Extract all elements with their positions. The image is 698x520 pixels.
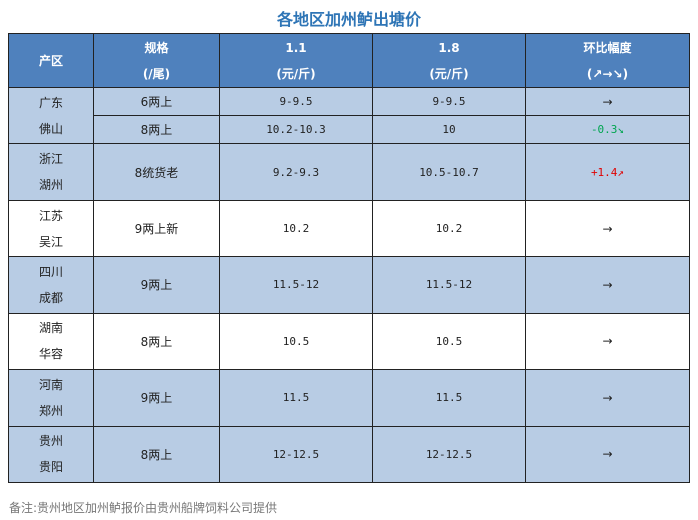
price1-cell: 9-9.5 xyxy=(219,86,373,117)
footnote: 备注:贵州地区加州鲈报价由贵州船牌饲料公司提供 xyxy=(9,501,278,515)
page-title: 各地区加州鲈出塘价 xyxy=(276,10,421,29)
spec-cell: 6两上 xyxy=(93,86,220,117)
price2-cell: 9-9.5 xyxy=(372,86,526,117)
spec-cell: 8两上 xyxy=(93,425,220,484)
table-row: 四川 成都 9两上 11.5-12 11.5-12 → xyxy=(8,256,690,314)
region-cell: 四川 成都 xyxy=(8,256,94,314)
table-row: 贵州 贵阳 8两上 12-12.5 12-12.5 → xyxy=(8,425,690,484)
table-row: 8两上 10.2-10.3 10 -0.3↘ xyxy=(9,115,690,145)
spec-cell: 8两上 xyxy=(93,312,220,371)
header-change: 环比幅度 (↗→↘) xyxy=(525,33,690,88)
change-cell: +1.4↗ xyxy=(525,143,690,201)
table-row: 湖南 华容 8两上 10.5 10.5 → xyxy=(8,312,690,371)
region-cell: 河南 郑州 xyxy=(8,369,94,427)
table-row: 广东 佛山 6两上 9-9.5 9-9.5 → xyxy=(8,86,690,145)
change-cell: → xyxy=(525,256,690,314)
change-cell: → xyxy=(525,369,690,427)
header-date1: 1.1 (元/斤) xyxy=(219,33,373,88)
table-row: 河南 郑州 9两上 11.5 11.5 → xyxy=(8,369,690,427)
price2-cell: 10.2 xyxy=(372,199,526,258)
region-cell: 江苏 吴江 xyxy=(8,199,94,258)
spec-cell: 8两上 xyxy=(93,115,220,145)
region-cell: 浙江 湖州 xyxy=(8,143,94,201)
header-region: 产区 xyxy=(8,33,94,88)
table-header-row: 产区 规格 (/尾) 1.1 (元/斤) 1.8 (元/斤) 环比幅度 (↗→↘) xyxy=(8,33,690,88)
region-cell: 湖南 华容 xyxy=(8,312,94,371)
price-table: 产区 规格 (/尾) 1.1 (元/斤) 1.8 (元/斤) 环比幅度 (↗→↘) 广东… xyxy=(8,33,690,484)
change-cell: → xyxy=(525,425,690,484)
price2-cell: 12-12.5 xyxy=(372,425,526,484)
region-cell: 广东 佛山 xyxy=(8,86,94,145)
change-cell: → xyxy=(525,86,690,117)
price2-cell: 10.5 xyxy=(372,312,526,371)
change-cell: → xyxy=(525,199,690,258)
price2-cell: 11.5-12 xyxy=(372,256,526,314)
header-date2: 1.8 (元/斤) xyxy=(372,33,526,88)
price1-cell: 10.2-10.3 xyxy=(219,115,373,145)
table-row: 浙江 湖州 8统货老 9.2-9.3 10.5-10.7 +1.4↗ xyxy=(8,143,690,201)
header-spec: 规格 (/尾) xyxy=(93,33,220,88)
price2-cell: 10 xyxy=(372,115,526,145)
price1-cell: 10.5 xyxy=(219,312,373,371)
price2-cell: 10.5-10.7 xyxy=(372,143,526,201)
region-cell: 贵州 贵阳 xyxy=(8,425,94,484)
spec-cell: 9两上 xyxy=(93,256,220,314)
price1-cell: 10.2 xyxy=(219,199,373,258)
table-row: 江苏 吴江 9两上新 10.2 10.2 → xyxy=(8,199,690,258)
change-cell: → xyxy=(525,312,690,371)
price1-cell: 12-12.5 xyxy=(219,425,373,484)
spec-cell: 9两上 xyxy=(93,369,220,427)
price1-cell: 11.5-12 xyxy=(219,256,373,314)
spec-cell: 8统货老 xyxy=(93,143,220,201)
price2-cell: 11.5 xyxy=(372,369,526,427)
price1-cell: 9.2-9.3 xyxy=(219,143,373,201)
change-cell: -0.3↘ xyxy=(525,115,690,145)
price1-cell: 11.5 xyxy=(219,369,373,427)
spec-cell: 9两上新 xyxy=(93,199,220,258)
